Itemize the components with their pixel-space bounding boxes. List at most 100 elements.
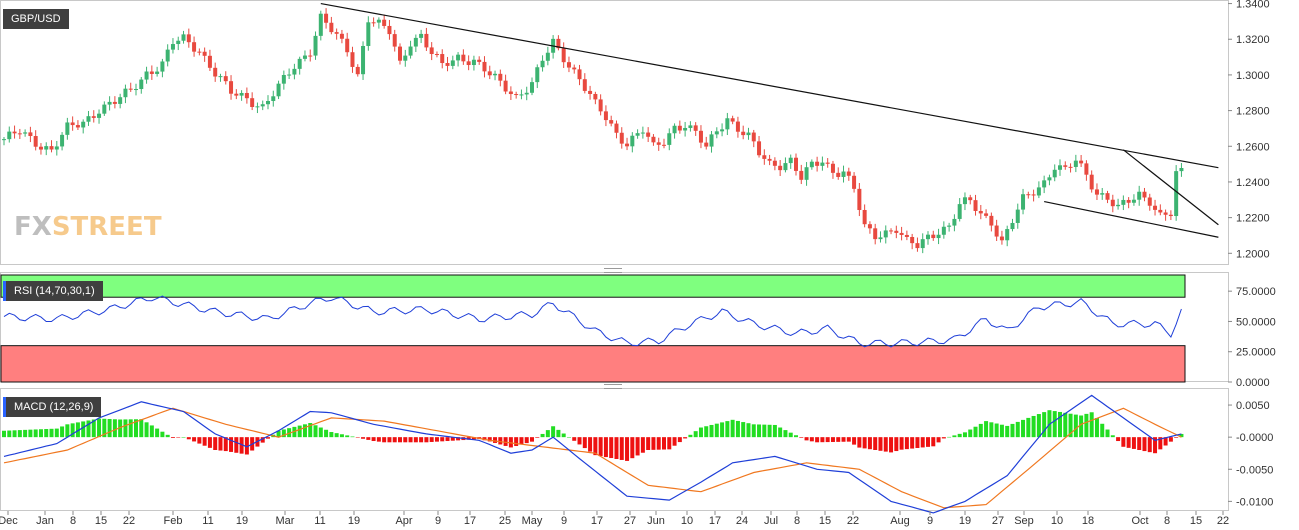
candle-body bbox=[582, 79, 587, 91]
macd-histogram-bar bbox=[229, 437, 234, 452]
candle-body bbox=[429, 47, 434, 55]
x-tick-label: 19 bbox=[236, 515, 248, 527]
candle-body bbox=[456, 54, 461, 61]
macd-histogram-bar bbox=[973, 426, 978, 438]
macd-histogram-bar bbox=[281, 429, 286, 438]
macd-histogram-bar bbox=[186, 437, 191, 440]
candle-body bbox=[804, 167, 809, 180]
candle-body bbox=[609, 120, 614, 124]
macd-histogram-bar bbox=[815, 437, 820, 443]
macd-histogram-bar bbox=[1084, 413, 1089, 438]
macd-histogram-bar bbox=[915, 437, 920, 448]
pane-splitter-1[interactable] bbox=[604, 268, 622, 273]
x-tick-label: Sep bbox=[1014, 515, 1034, 527]
macd-histogram-bar bbox=[999, 424, 1004, 438]
candle-body bbox=[292, 68, 297, 75]
x-tick-label: 15 bbox=[819, 515, 831, 527]
candle-body bbox=[593, 93, 598, 100]
candle-body bbox=[33, 136, 38, 147]
macd-histogram-bar bbox=[487, 437, 492, 442]
macd-histogram-bar bbox=[339, 434, 344, 438]
candle-body bbox=[302, 55, 307, 59]
macd-histogram-bar bbox=[361, 437, 366, 439]
macd-histogram-bar bbox=[1042, 412, 1047, 438]
macd-histogram-bar bbox=[260, 437, 265, 443]
macd-histogram-bar bbox=[841, 437, 846, 442]
candle-body bbox=[75, 125, 80, 128]
macd-histogram-bar bbox=[762, 424, 767, 438]
candle-body bbox=[852, 175, 857, 189]
macd-histogram-bar bbox=[757, 424, 762, 438]
candle-body bbox=[424, 33, 429, 48]
x-tick-label: 25 bbox=[499, 515, 511, 527]
macd-histogram-bar bbox=[197, 437, 202, 444]
macd-histogram-bar bbox=[904, 437, 909, 450]
price-tick-label: 1.2400 bbox=[1236, 177, 1270, 189]
macd-histogram-bar bbox=[725, 421, 730, 438]
macd-histogram-bar bbox=[102, 418, 107, 438]
candle-body bbox=[588, 90, 593, 94]
x-tick-label: 22 bbox=[847, 515, 859, 527]
rsi-tick-label: 50.0000 bbox=[1236, 316, 1276, 328]
macd-histogram-bar bbox=[65, 424, 70, 438]
macd-histogram-bar bbox=[556, 429, 561, 438]
macd-histogram-bar bbox=[313, 425, 318, 438]
macd-histogram-bar bbox=[799, 437, 804, 438]
logo-fx: FX bbox=[14, 212, 52, 242]
macd-histogram-bar bbox=[577, 437, 582, 445]
x-tick-label: 11 bbox=[314, 515, 325, 527]
macd-histogram-bar bbox=[952, 435, 957, 438]
candle-body bbox=[1058, 165, 1062, 170]
candle-body bbox=[408, 46, 413, 56]
macd-histogram-bar bbox=[1015, 421, 1020, 438]
candle-body bbox=[487, 71, 492, 76]
macd-histogram-bar bbox=[466, 437, 471, 440]
candle-body bbox=[651, 136, 656, 143]
candle-body bbox=[1116, 204, 1121, 207]
candle-body bbox=[434, 54, 439, 56]
x-tick-label: Apr bbox=[395, 515, 412, 527]
macd-histogram-bar bbox=[1094, 418, 1099, 438]
candle-body bbox=[788, 157, 793, 164]
candle-body bbox=[255, 106, 260, 108]
macd-histogram-bar bbox=[640, 437, 645, 453]
x-tick-label: 22 bbox=[1217, 515, 1229, 527]
trendline bbox=[1122, 149, 1219, 226]
macd-histogram-bar bbox=[493, 437, 498, 443]
macd-histogram-bar bbox=[450, 437, 455, 441]
candle-body bbox=[86, 116, 91, 122]
candle-body bbox=[419, 33, 424, 38]
macd-histogram-bar bbox=[524, 437, 529, 444]
candle-body bbox=[477, 59, 482, 62]
macd-histogram-bar bbox=[371, 437, 376, 442]
macd-histogram-bar bbox=[883, 437, 888, 452]
candle-body bbox=[1031, 194, 1036, 196]
candle-body bbox=[17, 133, 22, 135]
macd-histogram-bar bbox=[551, 426, 556, 438]
candle-body bbox=[1131, 199, 1136, 203]
candle-body bbox=[160, 61, 165, 72]
candle-body bbox=[192, 42, 197, 52]
logo-street: STREET bbox=[51, 212, 162, 242]
candle-body bbox=[271, 96, 276, 101]
candle-body bbox=[170, 44, 175, 50]
macd-histogram-bar bbox=[561, 433, 566, 438]
x-tick-label: 17 bbox=[709, 515, 721, 527]
macd-histogram-bar bbox=[646, 437, 651, 450]
candle-body bbox=[1174, 171, 1179, 217]
candle-body bbox=[1105, 193, 1110, 200]
macd-histogram-bar bbox=[276, 430, 281, 438]
candle-body bbox=[830, 163, 835, 173]
pane-splitter-2[interactable] bbox=[604, 384, 622, 389]
candle-body bbox=[1015, 209, 1020, 223]
macd-histogram-bar bbox=[836, 437, 841, 442]
macd-histogram-bar bbox=[1063, 412, 1068, 438]
candle-body bbox=[144, 71, 149, 80]
candle-body bbox=[1110, 199, 1115, 207]
rsi-overbought-zone bbox=[0, 274, 1186, 298]
macd-histogram-bar bbox=[1110, 435, 1115, 438]
candle-body bbox=[445, 63, 450, 66]
candle-body bbox=[329, 22, 334, 33]
candle-body bbox=[2, 139, 6, 141]
